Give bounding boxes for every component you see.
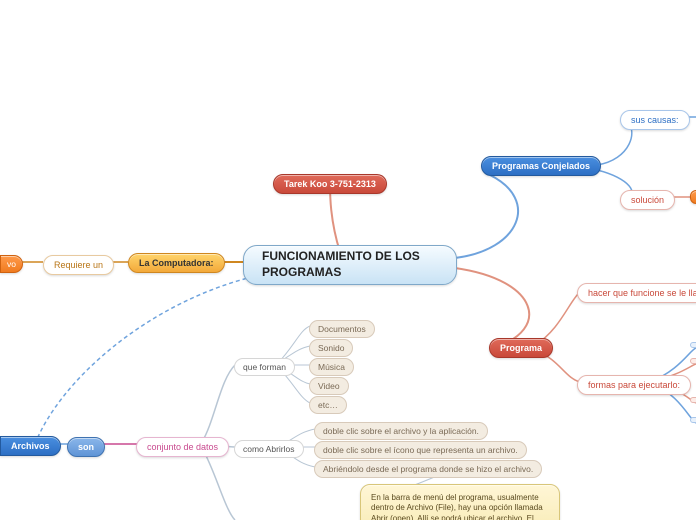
vo-edge-node[interactable]: vo — [0, 255, 23, 273]
programa-node[interactable]: Programa — [489, 338, 553, 358]
formas-ejecutarlo-node[interactable]: formas para ejecutarlo: — [577, 375, 691, 395]
la-computadora-node[interactable]: La Computadora: — [128, 253, 225, 273]
como-abrirlos-node[interactable]: como Abrirlos — [234, 440, 304, 458]
forman-leaf[interactable]: Sonido — [309, 339, 353, 357]
abrir-leaf[interactable]: doble clic sobre el ícono que representa… — [314, 441, 527, 459]
stub-node — [690, 397, 696, 403]
note-box: En la barra de menú del programa, usualm… — [360, 484, 560, 520]
sus-causas-node[interactable]: sus causas: — [620, 110, 690, 130]
stub-node — [690, 358, 696, 364]
archivos-node[interactable]: Archivos — [0, 436, 61, 456]
solucion-node[interactable]: solución — [620, 190, 675, 210]
hacer-funcione-node[interactable]: hacer que funcione se le llama: — [577, 283, 696, 303]
forman-leaf[interactable]: Música — [309, 358, 354, 376]
programas-conjelados-node[interactable]: Programas Conjelados — [481, 156, 601, 176]
forman-leaf[interactable]: etc… — [309, 396, 347, 414]
requiere-un-node[interactable]: Requiere un — [43, 255, 114, 275]
author-node[interactable]: Tarek Koo 3-751-2313 — [273, 174, 387, 194]
conjunto-datos-node[interactable]: conjunto de datos — [136, 437, 229, 457]
abrir-leaf[interactable]: doble clic sobre el archivo y la aplicac… — [314, 422, 488, 440]
abrir-leaf[interactable]: Abriéndolo desde el programa donde se hi… — [314, 460, 542, 478]
stub-node — [690, 417, 696, 423]
stub-node — [690, 342, 696, 348]
forman-leaf[interactable]: Video — [309, 377, 349, 395]
que-forman-node[interactable]: que forman — [234, 358, 295, 376]
son-node[interactable]: son — [67, 437, 105, 457]
central-topic[interactable]: FUNCIONAMIENTO DE LOS PROGRAMAS — [243, 245, 457, 285]
stub-node — [690, 190, 696, 204]
forman-leaf[interactable]: Documentos — [309, 320, 375, 338]
